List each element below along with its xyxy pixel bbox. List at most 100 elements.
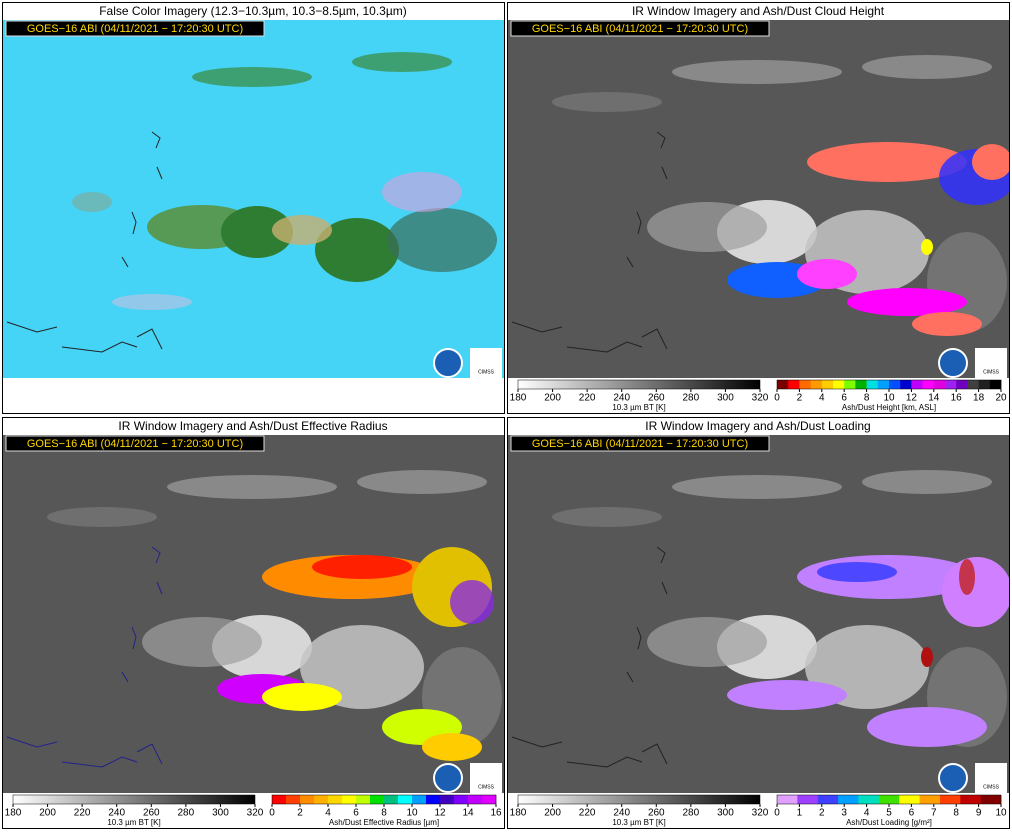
cimss-logo-text: CIMSS — [478, 369, 495, 375]
cloud-feature — [450, 580, 494, 624]
colorbar-tick-label: 14 — [928, 393, 940, 404]
cloud-feature — [912, 312, 982, 336]
cloud-feature — [797, 259, 857, 289]
colorbar-tick-label: 6 — [909, 808, 915, 819]
colorbar-segment — [900, 380, 912, 389]
cloud-feature — [817, 562, 897, 582]
cloud-feature — [552, 507, 662, 527]
colorbar-segment — [370, 795, 385, 804]
colorbar-segment — [468, 795, 483, 804]
colorbar-tick-label: 180 — [510, 393, 527, 404]
coastline — [511, 546, 668, 768]
cloud-feature — [312, 555, 412, 579]
colorbar-tick-label: 260 — [143, 808, 160, 819]
colorbar-tick-label: 3 — [841, 808, 847, 819]
cloud-feature — [807, 142, 967, 182]
colorbar-tick-label: 0 — [269, 808, 275, 819]
colorbar-segment — [356, 795, 371, 804]
colorbar-segment — [922, 380, 935, 389]
colorbar-segment — [939, 795, 961, 804]
noaa-logo — [938, 348, 968, 378]
colorbar-label: Ash/Dust Effective Radius [µm] — [329, 818, 439, 827]
colorbar-segment — [426, 795, 441, 804]
coastline — [6, 131, 163, 353]
satellite-image — [3, 435, 504, 793]
colorbar-tick-label: 320 — [247, 808, 264, 819]
stamp: GOES−16 ABI (04/11/2021 − 17:20:30 UTC) — [27, 438, 243, 450]
colorbar-tick-label: 10 — [995, 808, 1007, 819]
cloud-feature — [352, 52, 452, 72]
colorbar-segment — [300, 795, 315, 804]
colorbar-tick-label: 4 — [325, 808, 331, 819]
cloud-feature — [959, 559, 975, 595]
colorbar-segment — [342, 795, 357, 804]
colorbar-segment — [978, 380, 991, 389]
colorbar-segment — [328, 795, 343, 804]
cloud-feature — [47, 507, 157, 527]
colorbar-tick-label: 0 — [774, 393, 780, 404]
cloud-feature — [552, 92, 662, 112]
cloud-feature — [647, 202, 767, 252]
colorbar-segment — [482, 795, 497, 804]
colorbar-tick-label: 4 — [864, 808, 870, 819]
colorbar-tick-label: 200 — [544, 393, 561, 404]
stamp-box — [510, 435, 770, 452]
colorbar-tick-label: 320 — [752, 393, 769, 404]
colorbar-tick-label: 240 — [613, 808, 630, 819]
colorbar-segment — [911, 380, 923, 389]
cloud-feature — [921, 239, 933, 255]
cloud-feature — [847, 288, 967, 316]
colorbar-tick-label: 10 — [883, 393, 895, 404]
cloud-feature — [221, 206, 293, 258]
colorbar-label: 10.3 µm BT [K] — [107, 818, 160, 827]
colorbar-segment — [412, 795, 427, 804]
colorbar-tick-label: 12 — [906, 393, 918, 404]
colorbar-tick-label: 220 — [579, 393, 596, 404]
colorbar-tick-label: 260 — [648, 393, 665, 404]
colorbar-segment — [797, 795, 819, 804]
colorbar-tick-label: 200 — [39, 808, 56, 819]
cloud-feature — [862, 55, 992, 79]
satellite-image — [508, 435, 1009, 793]
colorbar-tick-label: 240 — [108, 808, 125, 819]
panel-title: IR Window Imagery and Ash/Dust Loading — [645, 419, 870, 433]
cloud-feature — [112, 294, 192, 310]
colorbar-tick-label: 300 — [717, 393, 734, 404]
cimss-logo — [975, 348, 1007, 378]
colorbar-tick-label: 12 — [434, 808, 446, 819]
colorbar-tick-label: 8 — [864, 393, 870, 404]
panel: IR Window Imagery and Ash/Dust Effective… — [2, 417, 505, 829]
cimss-logo-text: CIMSS — [983, 369, 1000, 375]
satellite-image — [508, 20, 1009, 378]
panel: IR Window Imagery and Ash/Dust Loading GO… — [507, 417, 1010, 829]
cimss-logo-text: CIMSS — [983, 784, 1000, 790]
colorbar-segment — [777, 795, 798, 804]
cloud-feature — [672, 60, 842, 84]
cimss-logo-text: CIMSS — [478, 784, 495, 790]
colorbar-label: Ash/Dust Loading [g/m²] — [846, 818, 932, 827]
colorbar-segment — [877, 380, 890, 389]
colorbar-segment — [799, 380, 811, 389]
colorbar-tick-label: 2 — [819, 808, 825, 819]
cloud-feature — [382, 172, 462, 212]
colorbar-tick-label: 10 — [406, 808, 418, 819]
colorbar — [12, 794, 256, 805]
panel: False Color Imagery (12.3−10.3µm, 10.3−8… — [2, 2, 505, 414]
cloud-feature — [192, 67, 312, 87]
stamp-box — [5, 435, 265, 452]
colorbar-tick-label: 16 — [490, 808, 502, 819]
cloud-feature — [272, 215, 332, 245]
colorbar-tick-label: 2 — [797, 393, 803, 404]
cimss-logo — [975, 763, 1007, 793]
colorbar-tick-label: 8 — [381, 808, 387, 819]
cloud-feature — [727, 680, 847, 710]
colorbar-tick-label: 320 — [752, 808, 769, 819]
colorbar-tick-label: 1 — [797, 808, 803, 819]
noaa-logo — [433, 348, 463, 378]
colorbar-tick-label: 16 — [951, 393, 963, 404]
colorbar-tick-label: 8 — [953, 808, 959, 819]
cloud-feature — [942, 557, 1009, 627]
colorbar-tick-label: 240 — [613, 393, 630, 404]
colorbar — [517, 379, 761, 390]
cloud-feature — [167, 475, 337, 499]
